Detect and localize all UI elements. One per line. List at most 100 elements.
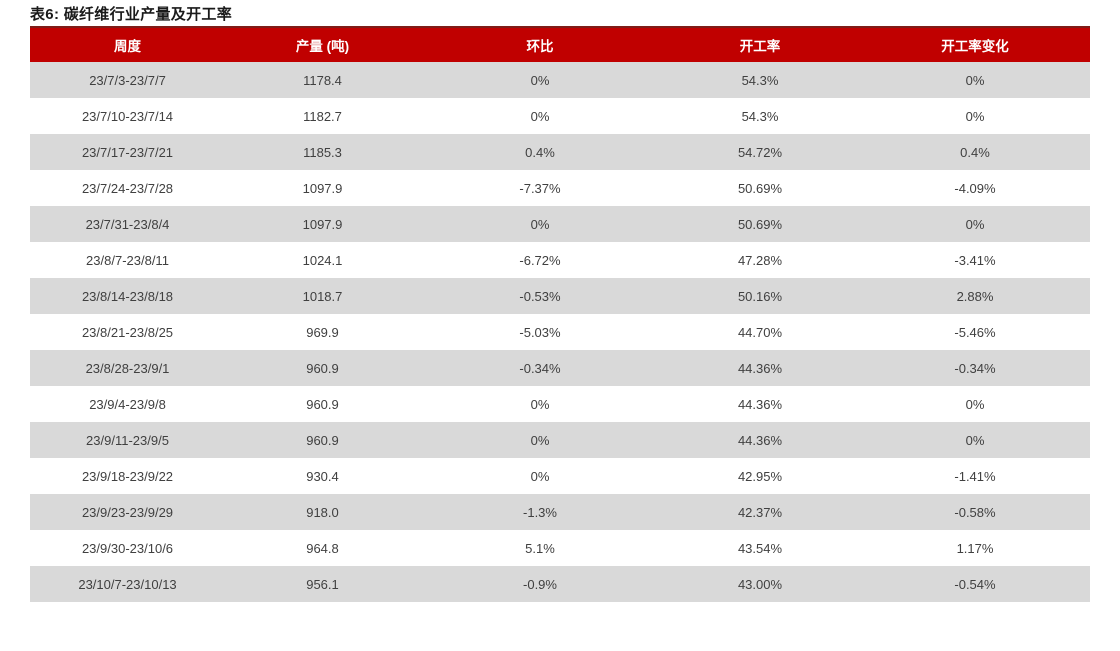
- table-row: 23/9/23-23/9/29 918.0 -1.3% 42.37% -0.58%: [30, 494, 1090, 530]
- table-cell: 23/9/11-23/9/5: [30, 422, 225, 458]
- table-cell: 1185.3: [225, 134, 420, 170]
- table-cell: 0.4%: [420, 134, 660, 170]
- table-cell: 0%: [420, 422, 660, 458]
- table-cell: 969.9: [225, 314, 420, 350]
- table-cell: 1024.1: [225, 242, 420, 278]
- table-cell: -7.37%: [420, 170, 660, 206]
- table-cell: 23/7/3-23/7/7: [30, 62, 225, 98]
- table-cell: 23/9/4-23/9/8: [30, 386, 225, 422]
- table-cell: 2.88%: [860, 278, 1090, 314]
- table-cell: 44.70%: [660, 314, 860, 350]
- table-cell: 1097.9: [225, 206, 420, 242]
- table-cell: 960.9: [225, 422, 420, 458]
- table-cell: 43.00%: [660, 566, 860, 602]
- table-cell: 47.28%: [660, 242, 860, 278]
- table-cell: 44.36%: [660, 422, 860, 458]
- table-cell: -0.34%: [420, 350, 660, 386]
- production-operating-rate-table: 周度 产量 (吨) 环比 开工率 开工率变化 23/7/3-23/7/7 1178.4 0%…: [30, 26, 1090, 602]
- table-cell: 23/7/17-23/7/21: [30, 134, 225, 170]
- table-cell: 23/8/21-23/8/25: [30, 314, 225, 350]
- table-row: 23/9/18-23/9/22 930.4 0% 42.95% -1.41%: [30, 458, 1090, 494]
- table-cell: 23/9/18-23/9/22: [30, 458, 225, 494]
- table-caption: 表6: 碳纤维行业产量及开工率: [30, 6, 233, 23]
- table-cell: 930.4: [225, 458, 420, 494]
- table-row: 23/8/14-23/8/18 1018.7 -0.53% 50.16% 2.88%: [30, 278, 1090, 314]
- table-cell: 964.8: [225, 530, 420, 566]
- table-cell: -6.72%: [420, 242, 660, 278]
- table-cell: 23/7/10-23/7/14: [30, 98, 225, 134]
- table-cell: 0%: [420, 62, 660, 98]
- table-cell: 54.72%: [660, 134, 860, 170]
- column-header: 环比: [420, 26, 660, 62]
- table-cell: 0%: [860, 386, 1090, 422]
- table-cell: 0%: [420, 386, 660, 422]
- table-cell: -1.3%: [420, 494, 660, 530]
- table-row: 23/10/7-23/10/13 956.1 -0.9% 43.00% -0.54%: [30, 566, 1090, 602]
- table-cell: 23/9/23-23/9/29: [30, 494, 225, 530]
- table-cell: -5.03%: [420, 314, 660, 350]
- table-cell: 50.69%: [660, 170, 860, 206]
- table-cell: 1.17%: [860, 530, 1090, 566]
- table-cell: 1018.7: [225, 278, 420, 314]
- table-cell: 44.36%: [660, 386, 860, 422]
- table-container: 周度 产量 (吨) 环比 开工率 开工率变化 23/7/3-23/7/7 1178.4 0%…: [30, 26, 1090, 602]
- table-row: 23/9/11-23/9/5 960.9 0% 44.36% 0%: [30, 422, 1090, 458]
- table-cell: 23/9/30-23/10/6: [30, 530, 225, 566]
- table-cell: 50.16%: [660, 278, 860, 314]
- table-cell: 23/7/24-23/7/28: [30, 170, 225, 206]
- table-cell: -0.53%: [420, 278, 660, 314]
- table-cell: 5.1%: [420, 530, 660, 566]
- table-cell: -1.41%: [860, 458, 1090, 494]
- table-row: 23/7/3-23/7/7 1178.4 0% 54.3% 0%: [30, 62, 1090, 98]
- table-body: 23/7/3-23/7/7 1178.4 0% 54.3% 0% 23/7/10-23/7…: [30, 62, 1090, 602]
- table-row: 23/9/4-23/9/8 960.9 0% 44.36% 0%: [30, 386, 1090, 422]
- table-cell: 960.9: [225, 350, 420, 386]
- table-cell: -0.34%: [860, 350, 1090, 386]
- column-header: 周度: [30, 26, 225, 62]
- table-cell: 42.37%: [660, 494, 860, 530]
- table-cell: -0.9%: [420, 566, 660, 602]
- table-cell: 54.3%: [660, 98, 860, 134]
- table-cell: 0%: [420, 206, 660, 242]
- table-cell: 0%: [860, 422, 1090, 458]
- column-header: 开工率: [660, 26, 860, 62]
- column-header: 开工率变化: [860, 26, 1090, 62]
- table-cell: 1097.9: [225, 170, 420, 206]
- table-row: 23/9/30-23/10/6 964.8 5.1% 43.54% 1.17%: [30, 530, 1090, 566]
- table-cell: -0.54%: [860, 566, 1090, 602]
- table-cell: 0.4%: [860, 134, 1090, 170]
- table-cell: 0%: [860, 98, 1090, 134]
- column-header: 产量 (吨): [225, 26, 420, 62]
- table-cell: 23/10/7-23/10/13: [30, 566, 225, 602]
- table-row: 23/7/31-23/8/4 1097.9 0% 50.69% 0%: [30, 206, 1090, 242]
- table-row: 23/8/7-23/8/11 1024.1 -6.72% 47.28% -3.41%: [30, 242, 1090, 278]
- table-cell: 23/8/28-23/9/1: [30, 350, 225, 386]
- table-header-row: 周度 产量 (吨) 环比 开工率 开工率变化: [30, 26, 1090, 62]
- table-cell: 956.1: [225, 566, 420, 602]
- table-cell: 23/7/31-23/8/4: [30, 206, 225, 242]
- table-cell: 42.95%: [660, 458, 860, 494]
- table-row: 23/8/28-23/9/1 960.9 -0.34% 44.36% -0.34%: [30, 350, 1090, 386]
- table-cell: 1182.7: [225, 98, 420, 134]
- table-row: 23/8/21-23/8/25 969.9 -5.03% 44.70% -5.46%: [30, 314, 1090, 350]
- table-cell: -3.41%: [860, 242, 1090, 278]
- table-cell: -0.58%: [860, 494, 1090, 530]
- table-row: 23/7/24-23/7/28 1097.9 -7.37% 50.69% -4.09%: [30, 170, 1090, 206]
- table-cell: 1178.4: [225, 62, 420, 98]
- table-cell: 23/8/14-23/8/18: [30, 278, 225, 314]
- table-cell: 960.9: [225, 386, 420, 422]
- table-cell: -5.46%: [860, 314, 1090, 350]
- table-cell: -4.09%: [860, 170, 1090, 206]
- table-cell: 0%: [860, 62, 1090, 98]
- table-cell: 54.3%: [660, 62, 860, 98]
- table-cell: 23/8/7-23/8/11: [30, 242, 225, 278]
- table-cell: 918.0: [225, 494, 420, 530]
- table-row: 23/7/17-23/7/21 1185.3 0.4% 54.72% 0.4%: [30, 134, 1090, 170]
- table-row: 23/7/10-23/7/14 1182.7 0% 54.3% 0%: [30, 98, 1090, 134]
- table-cell: 0%: [860, 206, 1090, 242]
- table-cell: 0%: [420, 458, 660, 494]
- table-cell: 0%: [420, 98, 660, 134]
- table-cell: 43.54%: [660, 530, 860, 566]
- table-cell: 50.69%: [660, 206, 860, 242]
